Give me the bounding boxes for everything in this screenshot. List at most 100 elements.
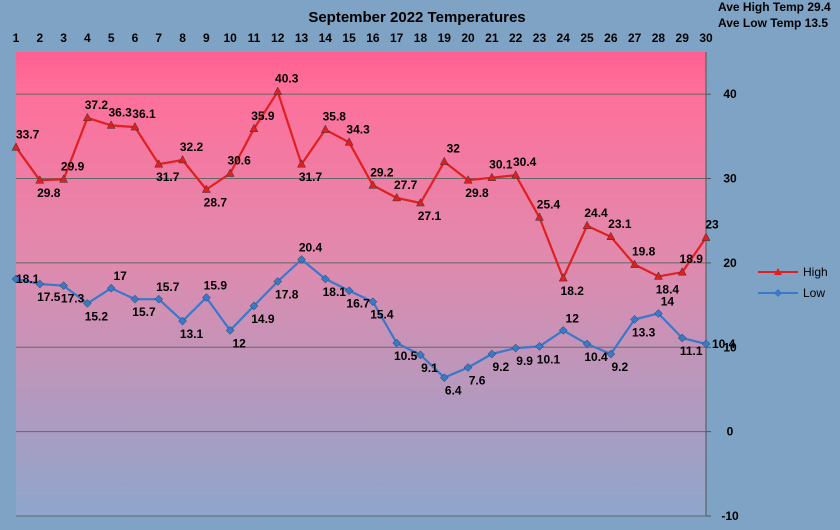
y-tick-label: 40 — [723, 87, 737, 101]
data-point-high — [178, 154, 187, 164]
x-tick-label: 12 — [271, 31, 285, 45]
data-point-low — [463, 363, 473, 372]
data-point-high — [558, 273, 568, 282]
data-label-high: 31.7 — [156, 170, 180, 184]
x-tick-label: 10 — [223, 31, 237, 45]
data-point-low — [154, 294, 164, 304]
legend-marker-high — [774, 268, 782, 275]
data-label-low: 12 — [232, 336, 246, 350]
x-tick-label: 19 — [438, 31, 452, 45]
data-point-low — [487, 349, 497, 359]
data-label-high: 19.8 — [632, 245, 656, 259]
x-tick-label: 3 — [60, 31, 67, 45]
legend-item-low[interactable]: Low — [758, 286, 825, 300]
data-point-low — [201, 293, 211, 302]
series-high: 33.729.829.937.236.3 36.131.732.228.730.6… — [11, 72, 719, 298]
y-axis-ticks: -10 0 10 20 30 40 — [706, 87, 739, 523]
data-label-high: 32 — [447, 142, 461, 156]
x-tick-label: 24 — [557, 31, 571, 45]
x-tick-label: 8 — [179, 31, 186, 45]
x-tick-label: 27 — [628, 31, 642, 45]
data-point-high — [653, 271, 663, 280]
y-tick-label: 10 — [723, 340, 737, 354]
data-label-low: 12 — [566, 311, 580, 325]
data-label-high: 27.1 — [418, 209, 442, 223]
data-label-low: 16.7 — [346, 297, 370, 311]
data-label-high: 18.2 — [561, 284, 585, 298]
data-point-low — [701, 339, 711, 349]
x-tick-label: 6 — [132, 31, 139, 45]
data-point-high — [677, 267, 687, 276]
legend-label-high: High — [803, 265, 828, 279]
data-point-low — [582, 339, 592, 349]
data-label-low: 15.7 — [132, 305, 156, 319]
data-label-low: 13.1 — [180, 327, 204, 341]
data-point-high — [582, 220, 592, 230]
data-label-high: 35.9 — [251, 109, 275, 123]
data-point-high — [606, 231, 616, 241]
data-label-low: 10.4 — [712, 337, 736, 351]
data-point-low — [130, 294, 140, 304]
data-label-low: 9.9 — [516, 354, 533, 368]
data-label-low: 9.2 — [493, 360, 510, 374]
data-label-high: 30.1 — [489, 158, 513, 172]
data-label-high: 29.2 — [370, 165, 394, 179]
data-point-low — [106, 283, 116, 293]
data-point-high — [82, 112, 92, 122]
data-point-high — [511, 170, 521, 179]
gridlines — [16, 93, 706, 517]
data-point-high — [35, 175, 45, 184]
data-label-high: 29.9 — [61, 159, 85, 173]
data-label-high: 30.6 — [227, 153, 251, 167]
series-line-low — [15, 258, 707, 379]
data-point-low — [392, 338, 402, 348]
data-label-low: 18.1 — [323, 285, 347, 299]
data-label-low: 17.5 — [37, 290, 61, 304]
data-label-high: 40.3 — [275, 72, 299, 86]
data-label-low: 11.1 — [680, 344, 703, 358]
data-point-high — [249, 123, 259, 133]
data-point-low — [677, 333, 687, 343]
data-label-high: 29.8 — [37, 186, 61, 200]
series-line-high — [15, 90, 707, 280]
data-point-high — [701, 232, 711, 241]
data-point-low — [416, 350, 425, 360]
x-tick-label: 22 — [509, 31, 523, 45]
data-label-high: 32.2 — [180, 140, 204, 154]
y-tick-label: 0 — [727, 425, 734, 439]
x-tick-label: 18 — [414, 31, 428, 45]
data-label-high: 25.4 — [537, 197, 561, 211]
chart-title: September 2022 Temperatures — [308, 9, 525, 26]
data-point-low — [225, 326, 235, 335]
legend-item-high[interactable]: High — [758, 265, 828, 279]
y-tick-label: 30 — [723, 172, 737, 186]
data-label-high: 36.3 — [108, 105, 132, 119]
data-point-low — [606, 349, 616, 359]
data-label-high: 31.7 — [299, 170, 323, 184]
data-point-low — [511, 343, 521, 353]
data-point-high — [630, 259, 640, 268]
data-label-low: 15.7 — [156, 280, 180, 294]
data-point-low — [630, 315, 639, 324]
x-tick-label: 29 — [676, 31, 690, 45]
data-point-low — [178, 316, 187, 326]
data-point-low — [654, 309, 663, 318]
x-tick-label: 7 — [155, 31, 162, 45]
series-layer: 33.729.829.937.236.3 36.131.732.228.730.6… — [11, 72, 736, 398]
data-label-high: 34.3 — [346, 122, 370, 136]
data-point-low — [439, 373, 449, 382]
x-tick-label: 21 — [485, 31, 499, 45]
data-point-high — [439, 156, 449, 165]
data-point-low — [558, 326, 568, 335]
data-point-high — [320, 124, 330, 133]
data-label-low: 14.9 — [251, 312, 275, 326]
data-point-high — [487, 172, 497, 181]
data-label-high: 36.1 — [132, 107, 156, 121]
data-point-high — [368, 180, 378, 189]
x-tick-label: 11 — [248, 31, 261, 45]
data-point-low — [11, 274, 21, 284]
data-label-low: 17.3 — [61, 292, 85, 306]
data-point-high — [154, 159, 164, 168]
data-label-low: 6.4 — [445, 384, 462, 398]
data-point-low — [368, 297, 378, 307]
